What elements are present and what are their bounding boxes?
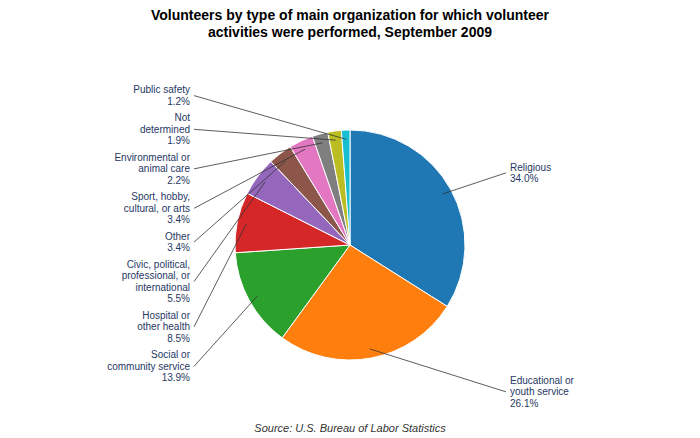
annotation: Source: U.S. Bureau of Labor Statistics bbox=[254, 422, 446, 434]
data-label: 26.1% bbox=[510, 398, 538, 409]
data-label: 2.2% bbox=[167, 175, 190, 186]
pie-slice bbox=[235, 245, 350, 338]
chart-container: Volunteers by type of main organization … bbox=[0, 0, 700, 438]
leader-line bbox=[194, 161, 286, 242]
leader-line bbox=[370, 349, 506, 392]
slice-label-line: Social or bbox=[151, 349, 191, 360]
slice-label: Religious bbox=[510, 162, 551, 173]
pie-slice bbox=[341, 130, 350, 245]
pie-slice bbox=[328, 130, 350, 245]
chart-svg: Volunteers by type of main organization … bbox=[0, 0, 700, 438]
slice-label-line: Environmental or bbox=[114, 152, 190, 163]
slice-label-line: Not bbox=[174, 112, 190, 123]
leader-line bbox=[194, 182, 265, 282]
slice-label: Educational oryouth service bbox=[510, 375, 575, 398]
slice-label-line: professional, or bbox=[122, 270, 191, 281]
slice-label-line: Other bbox=[165, 231, 191, 242]
slice-label-line: determined bbox=[140, 124, 190, 135]
data-label: 5.5% bbox=[167, 293, 190, 304]
slice-label-line: Civic, political, bbox=[127, 259, 190, 270]
slice-label-line: Hospital or bbox=[142, 310, 190, 321]
slice-label-line: animal care bbox=[138, 163, 190, 174]
slice-label-line: Religious bbox=[510, 162, 551, 173]
data-label: 1.9% bbox=[167, 135, 190, 146]
data-label: 8.5% bbox=[167, 333, 190, 344]
leader-line bbox=[194, 129, 336, 140]
slice-label: Sport, hobby,cultural, or arts bbox=[124, 191, 190, 214]
slice-label-line: Public safety bbox=[133, 84, 190, 95]
chart-title: Volunteers by type of main organization … bbox=[151, 7, 550, 40]
slice-label: Environmental oranimal care bbox=[114, 152, 190, 175]
leader-line bbox=[443, 173, 506, 194]
labels: Religious34.0% Educational oryouth servic… bbox=[107, 84, 574, 409]
title-line: Volunteers by type of main organization … bbox=[151, 7, 550, 23]
slice-label: Civic, political,professional, orinterna… bbox=[122, 259, 191, 293]
slice-label-line: Educational or bbox=[510, 375, 575, 386]
leader-line bbox=[194, 96, 346, 140]
slice-label-line: cultural, or arts bbox=[124, 203, 190, 214]
slice-label-line: community service bbox=[107, 361, 190, 372]
slice-label: Other bbox=[165, 231, 191, 242]
data-label: 34.0% bbox=[510, 173, 538, 184]
leader-line bbox=[194, 149, 305, 208]
slice-label: Hospital orother health bbox=[137, 310, 190, 333]
data-label: 3.4% bbox=[167, 242, 190, 253]
slice-label-line: other health bbox=[137, 321, 190, 332]
data-label: 13.9% bbox=[162, 372, 190, 383]
pie bbox=[235, 130, 465, 360]
leader-line bbox=[194, 296, 257, 366]
title-line: activities were performed, September 200… bbox=[208, 24, 492, 40]
data-label: 1.2% bbox=[167, 96, 190, 107]
slice-label-line: Sport, hobby, bbox=[131, 191, 190, 202]
leader-line bbox=[194, 224, 246, 327]
slice-label: Public safety bbox=[133, 84, 190, 95]
slice-label: Notdetermined bbox=[140, 112, 190, 135]
leader-line bbox=[194, 143, 322, 169]
slice-label-line: youth service bbox=[510, 386, 569, 397]
data-label: 3.4% bbox=[167, 214, 190, 225]
slice-label-line: international bbox=[136, 282, 190, 293]
slice-label: Social orcommunity service bbox=[107, 349, 190, 372]
